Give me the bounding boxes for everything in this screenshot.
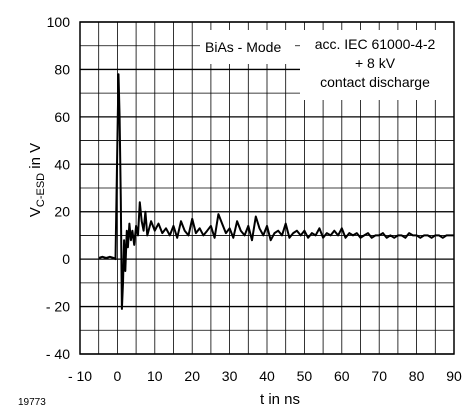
x-tick-label: 70 bbox=[371, 368, 387, 384]
mode-label-box bbox=[200, 30, 295, 64]
x-tick-label: 50 bbox=[297, 368, 313, 384]
x-tick-label: 90 bbox=[446, 368, 462, 384]
x-tick-label: 30 bbox=[222, 368, 238, 384]
plot-frame bbox=[79, 21, 455, 355]
y-axis-label: VC-ESD in V bbox=[27, 143, 47, 217]
x-tick-label: - 10 bbox=[68, 368, 92, 384]
x-tick-label: 10 bbox=[147, 368, 163, 384]
x-tick-label: 0 bbox=[114, 368, 122, 384]
y-tick-label: 0 bbox=[62, 251, 70, 267]
y-tick-label: 80 bbox=[54, 61, 70, 77]
y-tick-label: 100 bbox=[47, 14, 71, 30]
mode-label: BiAs - Mode bbox=[205, 39, 281, 55]
x-tick-labels: - 10 0 10 20 30 40 50 60 70 80 90 bbox=[68, 368, 462, 384]
y-tick-labels: - 40 - 20 0 20 40 60 80 100 bbox=[46, 14, 70, 362]
y-axis-label-main: V bbox=[27, 207, 44, 217]
x-tick-label: 40 bbox=[259, 368, 275, 384]
y-tick-label: - 20 bbox=[46, 299, 70, 315]
y-tick-label: 20 bbox=[54, 204, 70, 220]
y-tick-label: - 40 bbox=[46, 346, 70, 362]
standard-line-3: contact discharge bbox=[320, 74, 430, 90]
standard-line-1: acc. IEC 61000-4-2 bbox=[315, 36, 436, 52]
y-tick-label: 40 bbox=[54, 156, 70, 172]
x-axis-label: t in ns bbox=[260, 391, 300, 407]
y-axis-label-tail: in V bbox=[27, 143, 44, 173]
standard-box bbox=[300, 30, 454, 100]
standard-line-2: + 8 kV bbox=[355, 55, 396, 71]
minor-grid bbox=[79, 21, 455, 355]
y-axis-label-sub: C-ESD bbox=[35, 173, 47, 207]
series-line bbox=[98, 73, 454, 310]
x-tick-label: 20 bbox=[184, 368, 200, 384]
y-tick-label: 60 bbox=[54, 109, 70, 125]
figure-number: 19773 bbox=[18, 397, 46, 407]
x-tick-label: 80 bbox=[409, 368, 425, 384]
x-tick-label: 60 bbox=[334, 368, 350, 384]
